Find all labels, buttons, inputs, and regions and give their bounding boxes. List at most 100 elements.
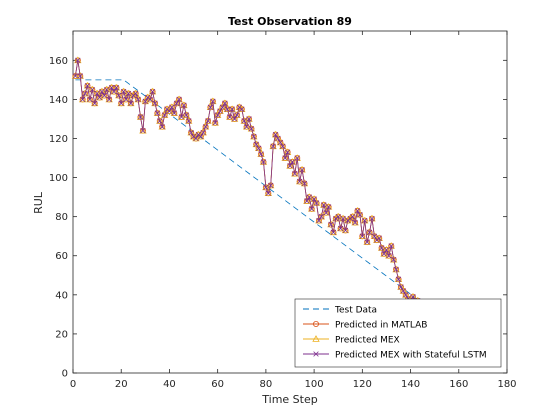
data-point-x [125, 90, 132, 97]
data-point-triangle [78, 95, 87, 103]
data-point-x [120, 88, 127, 95]
data-point-triangle [201, 122, 210, 130]
data-point-x [118, 100, 124, 106]
data-point-x [400, 288, 407, 294]
data-point-triangle [286, 162, 294, 169]
data-point-x [275, 135, 281, 142]
data-point-triangle [380, 249, 388, 257]
data-point-x [79, 96, 86, 103]
data-point-triangle [189, 132, 198, 140]
data-point-x [140, 127, 146, 134]
x-axis-label: Time Step [261, 393, 317, 406]
data-point-triangle [129, 91, 137, 99]
data-point-x [92, 100, 98, 106]
data-point-x [265, 190, 271, 196]
x-tick-label: 160 [449, 379, 468, 390]
data-point-x [176, 96, 182, 103]
data-point-triangle [194, 130, 203, 138]
data-point-x [142, 98, 149, 105]
data-point-triangle [267, 181, 275, 189]
data-point-triangle [312, 335, 320, 342]
data-point-triangle [112, 83, 121, 91]
data-point-triangle [245, 115, 253, 122]
data-point-x [178, 114, 185, 120]
data-point-x [357, 212, 363, 218]
x-tick-label: 20 [115, 379, 128, 390]
data-point-x [229, 106, 235, 112]
data-point-x [202, 124, 209, 130]
data-point-triangle [95, 93, 104, 101]
data-point-x [260, 159, 267, 165]
data-point-triangle [199, 128, 207, 136]
y-tick-label: 160 [49, 56, 68, 67]
data-point-x [328, 221, 334, 228]
data-point-x [378, 245, 385, 251]
data-point-x [371, 233, 378, 239]
data-point-x [282, 155, 288, 161]
x-tick-label: 80 [260, 379, 273, 390]
data-point-x [84, 83, 91, 89]
data-point-x [362, 217, 368, 224]
data-point-x [386, 253, 392, 259]
data-point-x [173, 100, 180, 106]
data-point-triangle [349, 212, 357, 220]
data-point-triangle [247, 124, 256, 132]
legend: Test Data Predicted in MATLAB Predicted ME… [294, 298, 502, 368]
data-point-triangle [204, 117, 212, 124]
data-point-x [318, 213, 325, 220]
data-point-triangle [281, 154, 289, 161]
data-point-x [243, 124, 250, 130]
data-point-triangle [363, 238, 371, 245]
data-point-x [410, 294, 416, 300]
data-point-circle [312, 320, 319, 327]
data-point-x [309, 206, 315, 212]
data-point-triangle [276, 138, 285, 146]
data-point-x [280, 143, 286, 149]
data-point-x [321, 202, 327, 208]
data-point-x [123, 96, 129, 103]
data-point-triangle [370, 232, 379, 240]
data-point-triangle [397, 283, 405, 290]
data-point-x [154, 110, 161, 116]
data-point-triangle [151, 99, 159, 107]
data-point-x [383, 247, 390, 253]
data-point-x [186, 118, 192, 124]
data-point-triangle [146, 95, 154, 103]
data-point-x [311, 196, 317, 202]
data-point-triangle [136, 113, 145, 120]
y-tick-label: 40 [55, 290, 68, 301]
data-point-triangle [107, 83, 116, 91]
data-point-x [258, 151, 264, 157]
data-point-triangle [240, 117, 248, 124]
data-point-x [313, 200, 320, 206]
data-point-x [268, 182, 274, 189]
data-point-triangle [221, 99, 229, 107]
data-point-triangle [320, 201, 328, 208]
data-point-x [234, 112, 240, 118]
data-point-x [359, 233, 366, 239]
y-tick-label: 120 [49, 134, 68, 145]
data-point-x [108, 84, 115, 91]
data-point-triangle [170, 109, 178, 116]
data-point-triangle [122, 95, 130, 103]
data-point-triangle [153, 109, 162, 116]
data-point-x [246, 116, 252, 122]
data-point-x [128, 100, 134, 106]
data-point-x [217, 108, 223, 114]
data-point-triangle [110, 87, 118, 95]
legend-box [294, 298, 502, 368]
data-point-x [214, 112, 221, 118]
data-point-triangle [254, 144, 263, 152]
data-point-triangle [315, 216, 323, 224]
data-point-triangle [119, 87, 128, 95]
data-point-x [277, 139, 284, 146]
data-point-triangle [88, 85, 96, 93]
series-test-data [75, 79, 431, 309]
data-point-triangle [100, 91, 109, 99]
legend-label: Test Data [334, 306, 377, 316]
data-point-x [149, 88, 156, 95]
data-point-x [77, 73, 83, 79]
data-point-triangle [235, 103, 244, 111]
data-point-triangle [389, 255, 398, 263]
data-point-triangle [182, 111, 191, 118]
